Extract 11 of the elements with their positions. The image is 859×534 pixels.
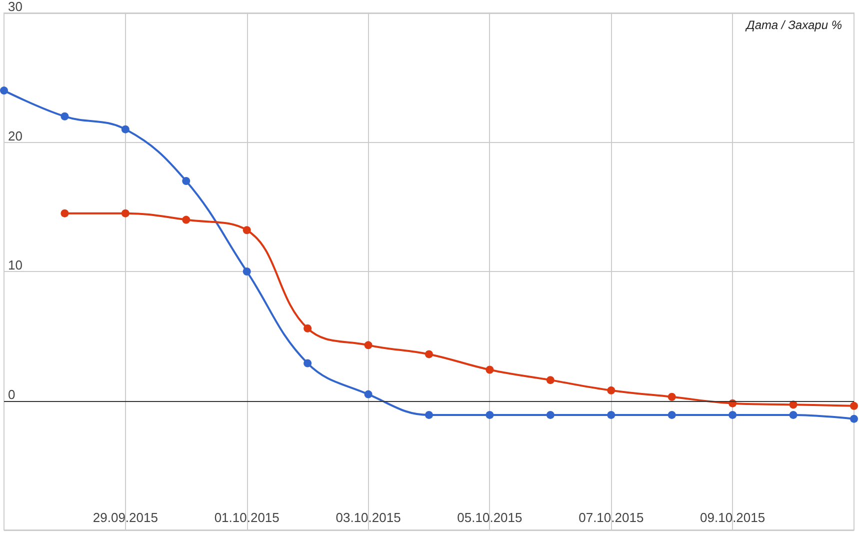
x-tick-label: 05.10.2015: [457, 510, 522, 525]
y-tick-label: 30: [8, 0, 22, 14]
y-tick-label: 10: [8, 258, 22, 272]
y-tick-label: 20: [8, 128, 22, 144]
x-tick-label: 03.10.2015: [336, 510, 401, 525]
x-tick-label: 01.10.2015: [214, 510, 280, 525]
x-tick-label: 09.10.2015: [700, 510, 766, 525]
y-tick-label: 0: [8, 386, 16, 402]
x-tick-label: 29.09.2015: [92, 510, 158, 525]
chart-title: Дата / Захари %: [744, 18, 842, 32]
x-tick-label: 07.10.2015: [578, 510, 644, 525]
